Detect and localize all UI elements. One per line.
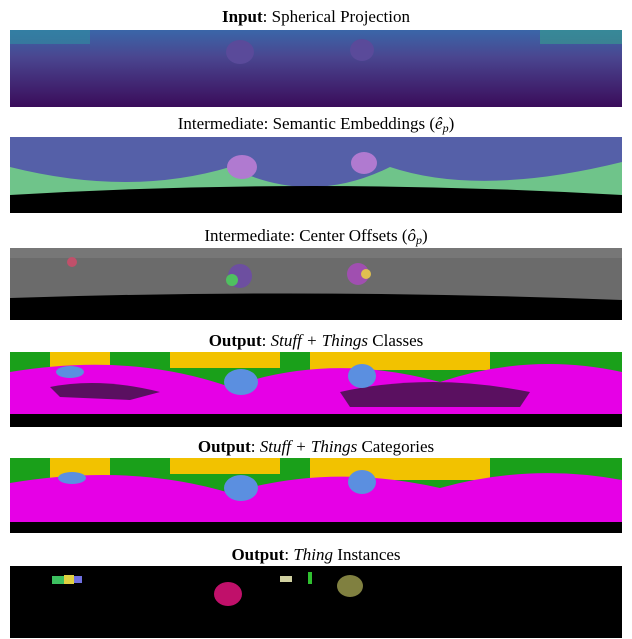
- caption-part: Stuff + Things: [271, 331, 368, 350]
- caption-part: Output: [209, 331, 262, 350]
- spherical-projection: [10, 30, 622, 107]
- caption-part: :: [262, 331, 271, 350]
- semantic-embeddings: [10, 137, 622, 213]
- category-output: [10, 458, 622, 533]
- caption: Output: Stuff + Things Classes: [0, 331, 632, 351]
- caption-part: Stuff + Things: [260, 437, 357, 456]
- caption-part: Thing: [293, 545, 333, 564]
- caption-part: Output: [198, 437, 251, 456]
- caption-part: Output: [231, 545, 284, 564]
- caption-part: Instances: [333, 545, 401, 564]
- caption: Input: Spherical Projection: [0, 7, 632, 27]
- caption: Output: Stuff + Things Categories: [0, 437, 632, 457]
- caption-part: :: [284, 545, 293, 564]
- caption-part: ê: [435, 114, 443, 133]
- center-offsets: [10, 248, 622, 320]
- caption-part: : Spherical Projection: [263, 7, 410, 26]
- caption: Output: Thing Instances: [0, 545, 632, 565]
- caption: Intermediate: Semantic Embeddings (êp): [0, 114, 632, 138]
- caption-part: :: [251, 437, 260, 456]
- caption-part: Classes: [368, 331, 423, 350]
- caption-part: ): [422, 226, 428, 245]
- class-output: [10, 352, 622, 427]
- caption-part: Categories: [357, 437, 434, 456]
- caption-part: ): [449, 114, 455, 133]
- figure: Input: Spherical Projection Intermediate…: [0, 0, 632, 639]
- caption-part: ô: [407, 226, 416, 245]
- instance-output: [10, 566, 622, 638]
- caption: Intermediate: Center Offsets (ôp): [0, 226, 632, 250]
- caption-part: Intermediate: Semantic Embeddings (: [178, 114, 435, 133]
- caption-part: Intermediate: Center Offsets (: [204, 226, 407, 245]
- caption-part: Input: [222, 7, 263, 26]
